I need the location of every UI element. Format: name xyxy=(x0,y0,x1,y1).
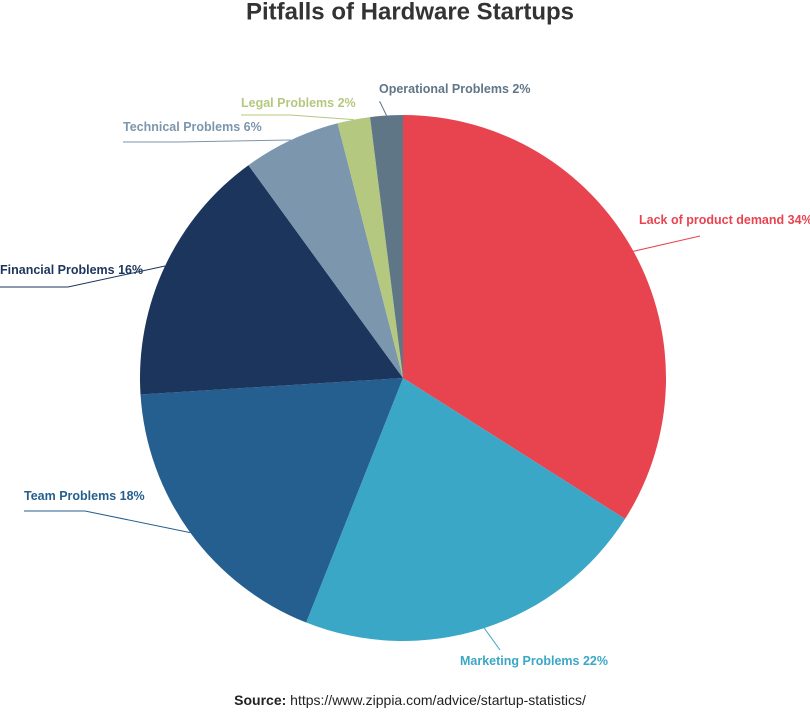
pie-slice xyxy=(248,123,403,378)
slice-label: Lack of product demand 34% xyxy=(639,213,810,227)
slice-label: Technical Problems 6% xyxy=(123,120,262,134)
slice-label: Team Problems 18% xyxy=(24,489,145,503)
pie-slice xyxy=(337,117,403,378)
leader-line xyxy=(123,139,292,143)
slice-label: Operational Problems 2% xyxy=(379,82,530,96)
category-name: Technical Problems xyxy=(123,120,240,134)
pie-slice xyxy=(140,165,403,395)
category-name: Lack of product demand xyxy=(639,213,784,227)
pie-slice xyxy=(370,115,403,378)
value-label: 6% xyxy=(244,120,262,134)
value-label: 2% xyxy=(338,96,356,110)
leader-line xyxy=(24,510,191,534)
source: Source: https://www.zippia.com/advice/st… xyxy=(234,692,586,708)
leader-line xyxy=(379,101,387,116)
pie-slice xyxy=(140,378,403,623)
leader-line xyxy=(633,235,701,252)
value-label: 2% xyxy=(512,82,530,96)
slice-label: Financial Problems 16% xyxy=(0,263,143,277)
slice-label: Legal Problems 2% xyxy=(241,96,356,110)
leader-line xyxy=(483,627,501,651)
pie-slice xyxy=(403,115,666,519)
category-name: Marketing Problems xyxy=(460,654,580,668)
category-name: Legal Problems xyxy=(241,96,334,110)
category-name: Team Problems xyxy=(24,489,116,503)
category-name: Operational Problems xyxy=(379,82,509,96)
category-name: Financial Problems xyxy=(0,263,115,277)
value-label: 16% xyxy=(118,263,143,277)
pie-slice xyxy=(306,378,626,641)
source-url: https://www.zippia.com/advice/startup-st… xyxy=(290,692,586,708)
leader-line xyxy=(0,265,166,288)
source-label: Source: xyxy=(234,692,286,708)
chart-title: Pitfalls of Hardware Startups xyxy=(246,0,574,25)
value-label: 22% xyxy=(583,654,608,668)
slice-label: Marketing Problems 22% xyxy=(460,654,608,668)
value-label: 34% xyxy=(788,213,810,227)
leader-line xyxy=(241,114,354,121)
value-label: 18% xyxy=(120,489,145,503)
